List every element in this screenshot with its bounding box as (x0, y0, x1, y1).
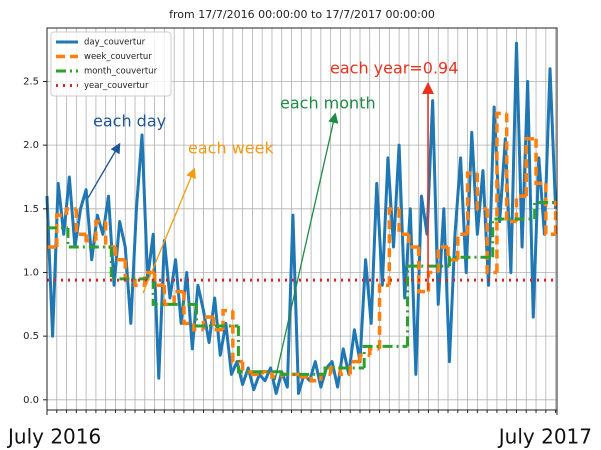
step-segment (407, 234, 419, 249)
step-segment (362, 344, 408, 368)
step-segment (446, 247, 458, 262)
annotation: each month (280, 94, 376, 113)
step-segment (103, 221, 116, 249)
annotation: each week (188, 139, 274, 158)
step-segment (338, 367, 351, 377)
step-segment (447, 255, 493, 267)
step-segment (524, 137, 537, 197)
step-segment (328, 366, 341, 375)
step-segment (280, 371, 326, 376)
step-segment (151, 278, 197, 306)
step-segment (475, 173, 488, 211)
step-segment (172, 289, 184, 305)
step-segment (64, 207, 77, 216)
step-segment (348, 359, 360, 375)
step-segment (544, 183, 556, 237)
y-tick-label: 1.5 (23, 204, 39, 215)
annotation: each year=0.94 (330, 59, 458, 78)
step-segment (323, 366, 365, 375)
y-tick-label: 1.0 (23, 267, 39, 278)
step-segment (221, 308, 233, 330)
step-segment (491, 217, 535, 258)
step-segment (436, 245, 449, 273)
annotation-arrow (274, 112, 339, 381)
plot-frame (46, 27, 558, 411)
step-segment (211, 317, 224, 332)
step-segment (66, 227, 112, 249)
y-tick-label: 0.5 (23, 331, 39, 342)
step-segment (94, 219, 106, 241)
chart-title: from 17/7/2016 00:00:00 to 17/7/2017 00:… (169, 8, 435, 21)
step-segment (270, 371, 282, 379)
step-segment (397, 208, 409, 237)
legend-label: day_couvertur (84, 38, 146, 48)
y-tick-label: 2.0 (23, 140, 39, 151)
y-tick-label: 2.5 (23, 76, 39, 87)
step-segment (191, 323, 204, 332)
step-segment (162, 285, 175, 307)
annotation-arrow (87, 142, 121, 199)
legend-label: week_couvertur (84, 52, 152, 62)
step-segment (495, 111, 507, 273)
x-tick-label: July 2017 (497, 425, 592, 449)
step-segment (368, 347, 380, 356)
step-segment (456, 232, 468, 260)
y-tick-label: 0.0 (23, 395, 39, 406)
series-line (45, 41, 558, 395)
step-segment (55, 213, 67, 248)
annotation: each day (93, 112, 166, 131)
step-segment (514, 194, 527, 222)
step-segment (416, 247, 429, 294)
step-segment (485, 208, 497, 275)
step-segment (465, 171, 478, 235)
step-segment (358, 353, 370, 362)
step-segment (405, 264, 450, 347)
step-segment (113, 247, 126, 262)
step-segment (309, 376, 321, 383)
step-segment (133, 278, 145, 287)
step-segment (504, 113, 517, 224)
step-segment (84, 234, 96, 243)
step-segment (182, 291, 194, 326)
step-segment (377, 283, 390, 349)
annotation-arrow (142, 167, 196, 294)
step-segment (533, 200, 557, 219)
step-segment (250, 371, 263, 377)
legend-box (50, 31, 172, 97)
step-segment (240, 361, 253, 374)
step-segment (387, 207, 400, 286)
step-segment (236, 325, 282, 374)
step-segment (74, 208, 87, 237)
legend-label: year_couvertur (84, 81, 149, 91)
step-segment (534, 138, 546, 186)
step-segment (195, 304, 239, 328)
x-tick-label: July 2016 (6, 425, 101, 449)
legend-label: month_couvertur (84, 67, 158, 77)
step-segment (152, 272, 165, 287)
